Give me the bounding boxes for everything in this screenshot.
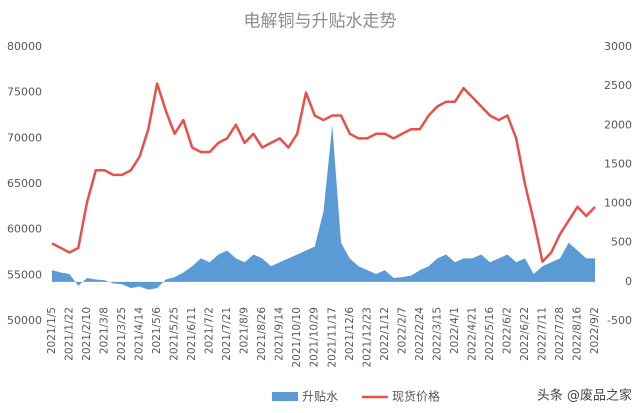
- y-tick-label: 70000: [7, 131, 42, 144]
- x-tick-label: 2022/4/1: [449, 307, 461, 354]
- y2-tick-label: 500: [611, 236, 632, 249]
- x-tick-label: 2021/1/5: [46, 307, 58, 354]
- x-tick-label: 2022/1/12: [379, 307, 391, 361]
- x-tick-label: 2021/3/25: [116, 307, 128, 361]
- x-tick-label: 2021/5/25: [169, 307, 181, 361]
- price-line: [51, 82, 596, 263]
- x-tick-label: 2022/7/28: [554, 307, 566, 361]
- x-tick-label: 2022/4/21: [466, 307, 478, 361]
- premium-area: [52, 125, 595, 290]
- x-tick-label: 2022/8/16: [571, 307, 583, 361]
- x-tick-label: 2021/1/22: [64, 307, 76, 361]
- x-tick-label: 2021/10/29: [309, 307, 321, 368]
- x-tick-label: 2022/6/2: [501, 307, 513, 354]
- legend-swatch: [272, 392, 298, 401]
- y2-tick-label: 1500: [604, 157, 632, 170]
- legend-label: 升贴水: [302, 390, 338, 404]
- x-tick-label: 2021/10/10: [291, 307, 303, 368]
- x-tick-label: 2021/6/11: [186, 307, 198, 361]
- x-tick-label: 2022/9/2: [589, 307, 601, 354]
- x-tick-label: 2021/12/6: [344, 307, 356, 361]
- x-tick-label: 2021/4/14: [134, 307, 146, 361]
- y-tick-label: 65000: [7, 177, 42, 190]
- y2-tick-label: -500: [607, 314, 632, 327]
- x-tick-label: 2021/3/8: [99, 307, 111, 354]
- x-tick-label: 2021/7/21: [221, 307, 233, 361]
- legend-label: 现货价格: [392, 389, 440, 404]
- x-tick-label: 2021/8/26: [256, 307, 268, 361]
- watermark: 头条 @废品之家: [537, 388, 632, 404]
- x-tick-label: 2022/5/16: [484, 307, 496, 361]
- y2-tick-label: 2000: [604, 118, 632, 131]
- x-tick-label: 2022/6/22: [519, 307, 531, 361]
- y2-tick-label: 1000: [604, 197, 632, 210]
- x-tick-label: 2022/3/15: [431, 307, 443, 361]
- x-tick-label: 2021/12/23: [361, 307, 373, 368]
- x-tick-label: 2022/7/11: [536, 307, 548, 361]
- y-tick-label: 80000: [7, 40, 42, 53]
- x-tick-label: 2021/5/6: [151, 307, 163, 354]
- x-tick-label: 2021/8/9: [239, 307, 251, 354]
- y-tick-label: 55000: [7, 268, 42, 281]
- chart-title: 电解铜与升贴水走势: [244, 12, 397, 32]
- x-tick-label: 2022/2/7: [396, 307, 408, 354]
- x-tick-label: 2021/11/17: [326, 307, 338, 368]
- x-tick-label: 2022/2/24: [414, 307, 426, 361]
- y2-tick-label: 3000: [604, 40, 632, 53]
- x-tick-label: 2021/7/2: [204, 307, 216, 354]
- y2-tick-label: 2500: [604, 79, 632, 92]
- y-tick-label: 50000: [7, 314, 42, 327]
- x-tick-label: 2021/2/10: [81, 307, 93, 361]
- x-tick-label: 2021/9/14: [274, 307, 286, 361]
- y-tick-label: 75000: [7, 86, 42, 99]
- y-tick-label: 60000: [7, 223, 42, 236]
- y2-tick-label: 0: [625, 275, 632, 288]
